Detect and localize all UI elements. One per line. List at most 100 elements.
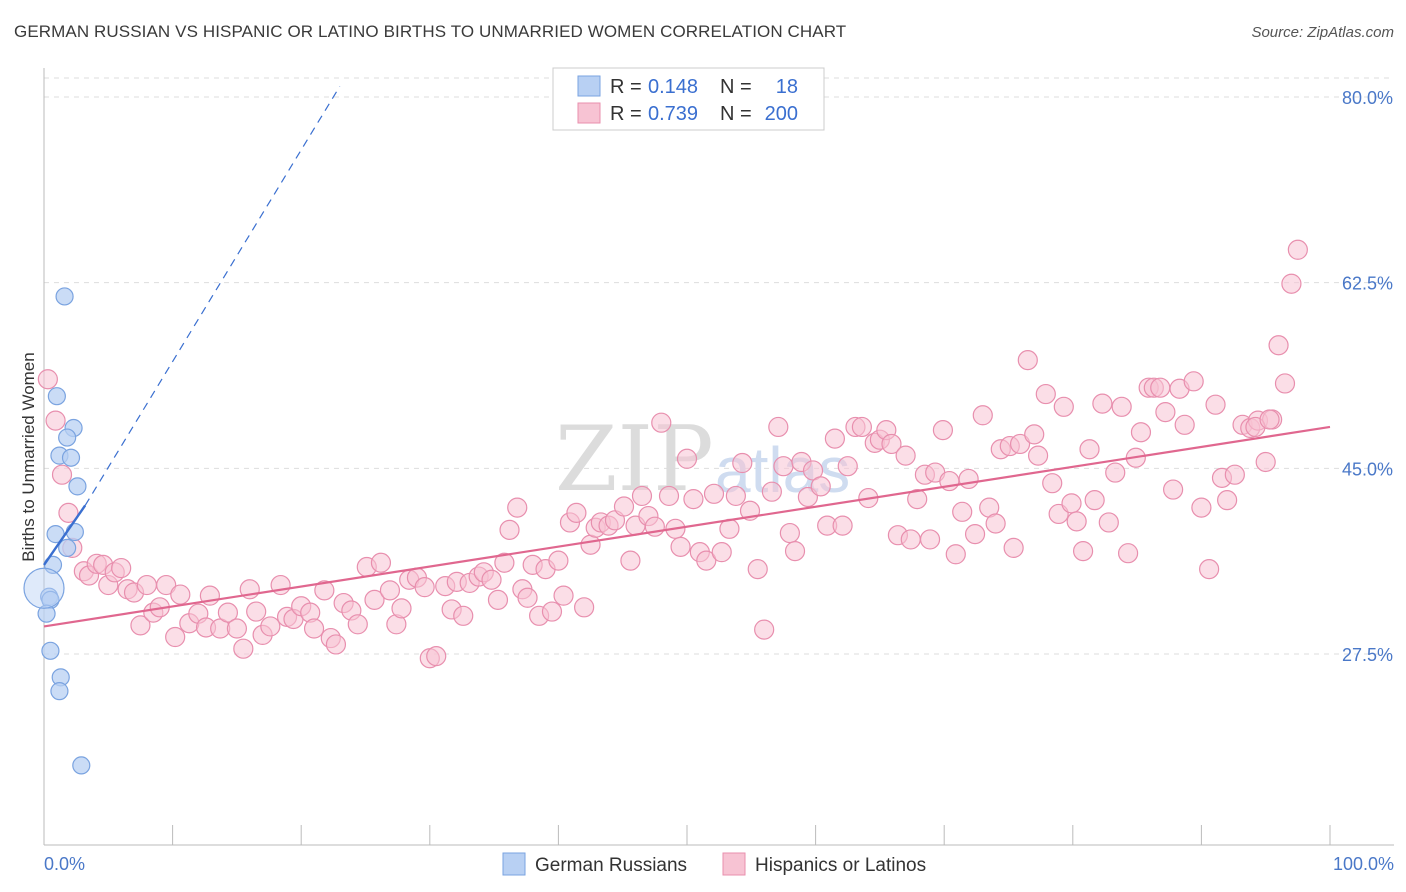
german-russian-point [65, 522, 84, 542]
hispanic-point [574, 597, 595, 618]
axes [43, 68, 1394, 846]
hispanic-point [481, 569, 502, 590]
hispanic-point [379, 580, 401, 601]
hispanic-point [364, 589, 385, 610]
hispanic-point [226, 618, 247, 639]
hispanic-point [696, 550, 717, 571]
hispanic-point [972, 405, 993, 426]
hispanic-point [725, 485, 746, 507]
hispanic-point [548, 550, 569, 571]
legend-key-german-russians [502, 852, 526, 876]
hispanic-point [391, 598, 412, 619]
legend-n-label-blue: N = [720, 76, 752, 98]
y-axis-title: Births to Unmarried Women [19, 352, 38, 561]
hispanic-point [170, 584, 191, 605]
hispanic-point [1150, 377, 1171, 398]
hispanic-point [553, 585, 574, 606]
hispanic-point [136, 574, 157, 596]
hispanic-point [51, 464, 73, 485]
hispanic-point [784, 540, 806, 562]
hispanic-point [1199, 559, 1220, 580]
hispanic-point [1092, 393, 1113, 414]
hispanic-point [1281, 273, 1302, 294]
hispanic-point [1084, 490, 1105, 511]
hispanic-point [1155, 402, 1176, 423]
hispanic-point [517, 587, 538, 608]
hispanic-point [58, 502, 79, 523]
hispanic-point [952, 501, 973, 522]
german-russian-point [41, 641, 60, 660]
hispanic-point [919, 529, 941, 550]
hispanic-point [1009, 433, 1031, 455]
hispanic-point [1274, 373, 1296, 394]
hispanic-point [1017, 350, 1038, 371]
hispanic-point [1053, 396, 1074, 417]
hispanic-point [881, 433, 902, 455]
hispanic-point [1003, 537, 1024, 559]
hispanic-point [1259, 409, 1280, 430]
legend-r-label-blue: R = [610, 76, 642, 98]
legend-key-hispanics [722, 852, 746, 876]
legend-swatch-blue [577, 75, 601, 97]
german-russian-point [68, 477, 87, 496]
hispanic-point [37, 369, 58, 390]
hispanic-point [683, 489, 704, 510]
hispanic-point [1061, 493, 1082, 514]
hispanic-point [670, 536, 691, 557]
legend-r-value-blue: 0.148 [648, 76, 698, 98]
german-russian-trendline-extension [84, 86, 341, 506]
y-tick-label: 27.5% [1342, 645, 1393, 665]
hispanic-point [541, 601, 563, 622]
x-axis-ticks [172, 825, 1331, 845]
german-russian-point [58, 428, 77, 447]
x-tick-label-max: 100.0% [1333, 854, 1394, 874]
hispanic-point [1163, 479, 1184, 500]
hispanic-point [1027, 445, 1049, 466]
german-russian-point [23, 567, 65, 609]
hispanic-point [779, 522, 800, 544]
hispanic-point [907, 489, 928, 510]
hispanic-point [747, 559, 768, 580]
legend-label-hispanics: Hispanics or Latinos [755, 855, 926, 876]
chart-title: GERMAN RUSSIAN VS HISPANIC OR LATINO BIR… [14, 22, 847, 41]
hispanic-point [111, 557, 132, 579]
hispanic-point [233, 638, 254, 659]
legend-n-value-blue: 18 [776, 76, 798, 98]
hispanic-point [566, 502, 587, 523]
hispanic-point [1111, 396, 1132, 417]
hispanic-point [1079, 439, 1100, 460]
hispanic-point [1024, 424, 1045, 445]
y-tick-label: 62.5% [1342, 274, 1393, 294]
hispanic-point [932, 420, 954, 441]
hispanic-point [837, 456, 858, 477]
hispanic-point [1268, 335, 1289, 356]
legend-n-value-pink: 200 [765, 103, 798, 125]
y-tick-labels: 27.5% 45.0% 62.5% 80.0% [1342, 88, 1393, 665]
hispanic-point [1287, 239, 1308, 260]
hispanic-point [156, 574, 177, 596]
hispanic-point [711, 542, 732, 563]
legend-n-label-pink: N = [720, 103, 752, 125]
hispanic-point [676, 448, 698, 469]
hispanic-point [824, 428, 845, 449]
hispanic-point [651, 412, 672, 433]
series-legend: German Russians Hispanics or Latinos [502, 852, 926, 876]
hispanic-point [303, 618, 325, 639]
german-russian-point [47, 387, 66, 406]
legend-r-label-pink: R = [610, 103, 642, 125]
hispanic-point [325, 634, 347, 655]
hispanic-point [487, 589, 509, 610]
hispanic-point [1191, 497, 1212, 518]
german-russian-point [58, 538, 77, 558]
hispanic-points [37, 239, 1308, 669]
hispanic-point [768, 416, 789, 438]
hispanic-point [761, 481, 782, 502]
hispanic-point [314, 580, 335, 601]
hispanic-point [499, 519, 520, 540]
hispanic-point [958, 468, 979, 490]
hispanic-point [613, 496, 635, 517]
hispanic-point [347, 614, 368, 635]
hispanic-point [1183, 371, 1204, 392]
hispanic-point [1066, 511, 1087, 532]
legend-r-value-pink: 0.739 [648, 103, 698, 125]
